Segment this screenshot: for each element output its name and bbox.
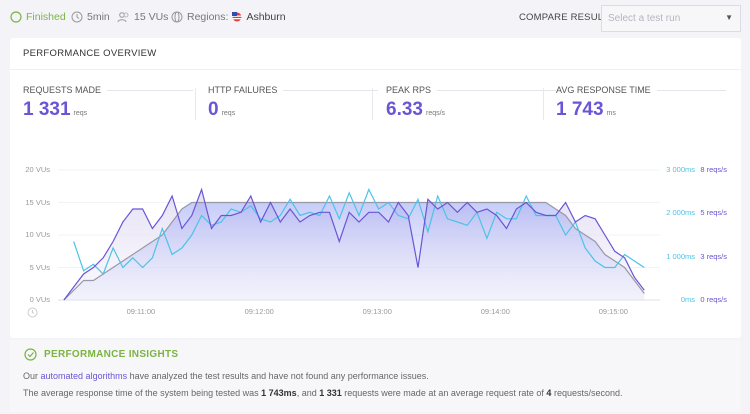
y-right-rps-tick-label: 3 reqs/s <box>700 251 727 261</box>
text: Our <box>23 371 39 381</box>
vus-area <box>63 202 645 300</box>
insights-line-1: Our automated algorithms have analyzed t… <box>23 371 429 381</box>
test-status-bar: Finished 5min 15 VUs Regions: Ashburn CO… <box>0 0 750 36</box>
x-tick-label: 09:11:00 <box>126 307 156 316</box>
stat-unit: ms <box>606 110 616 117</box>
stat-avg-response-time: AVG RESPONSE TIME 1 743 ms <box>556 85 726 121</box>
users-icon <box>117 12 129 23</box>
chevron-down-icon: ▼ <box>725 13 733 22</box>
globe-icon <box>171 11 183 23</box>
performance-chart: 0 VUs 5 VUs 10 VUs 15 VUs 20 VUs 0ms 1 000ms 2 … <box>0 160 750 325</box>
duration-value: 5min <box>87 11 110 23</box>
regions-label: Regions: <box>187 11 229 23</box>
performance-insights: PERFORMANCE INSIGHTS Our automated algor… <box>10 340 741 412</box>
stat-unit: reqs <box>221 110 236 117</box>
stat-label: PEAK RPS <box>386 85 432 95</box>
y-right-rt-tick-label: 0ms <box>680 295 695 304</box>
duration: 5min <box>71 11 110 23</box>
y-tick-label: 0 VUs <box>29 295 50 304</box>
stat-peak-rps: PEAK RPS 6.33 reqs/s <box>386 85 556 121</box>
vus-value: 15 VUs <box>134 11 169 23</box>
compare-result-label: COMPARE RESULT <box>519 12 609 23</box>
y-tick-label: 5 VUs <box>29 262 50 272</box>
regions: Regions: Ashburn <box>171 11 286 23</box>
stat-label: REQUESTS MADE <box>23 85 102 95</box>
clock-icon <box>27 307 38 318</box>
text: have analyzed the test results and have … <box>129 371 429 381</box>
stat-requests-made: REQUESTS MADE 1 331 reqs <box>23 85 193 121</box>
rps-line <box>63 187 645 301</box>
stat-label: HTTP FAILURES <box>208 85 278 95</box>
stat-value: 1 743 <box>556 99 604 120</box>
region-value: Ashburn <box>246 11 286 23</box>
text: requests were made at an average request… <box>344 388 544 398</box>
text: requests/second. <box>553 388 623 398</box>
insights-line-2: The average response time of the system … <box>23 388 623 398</box>
y-right-rt-tick-label: 1 000ms <box>666 251 695 261</box>
divider <box>10 69 741 70</box>
card-title: PERFORMANCE OVERVIEW <box>23 48 157 59</box>
select-placeholder: Select a test run <box>608 13 681 24</box>
requests-count: 1 331 <box>319 388 342 398</box>
x-tick-label: 09:15:00 <box>598 307 628 316</box>
y-tick-label: 15 VUs <box>25 197 50 207</box>
text: , and <box>296 388 317 398</box>
text: The average response time of the system … <box>23 388 259 398</box>
x-tick-label: 09:14:00 <box>480 307 510 316</box>
stat-unit: reqs/s <box>425 110 446 117</box>
x-tick-label: 09:13:00 <box>362 307 392 316</box>
stat-unit: reqs <box>73 110 88 117</box>
y-right-rps-tick-label: 8 reqs/s <box>700 165 727 174</box>
us-flag-icon <box>232 12 243 22</box>
y-right-rt-tick-label: 3 000ms <box>666 165 695 174</box>
stat-label: AVG RESPONSE TIME <box>556 85 651 95</box>
circle-icon <box>10 11 22 23</box>
y-right-rps-tick-label: 5 reqs/s <box>700 208 727 218</box>
y-right-rps-tick-label: 0 reqs/s <box>700 295 727 304</box>
status-finished: Finished <box>10 11 66 23</box>
y-right-rt-tick-label: 2 000ms <box>666 208 695 218</box>
status-label: Finished <box>26 11 66 23</box>
compare-test-run-select[interactable]: Select a test run ▼ <box>601 5 741 32</box>
chart-plot <box>58 169 660 301</box>
stat-value: 1 331 <box>23 99 71 120</box>
request-rate: 4 <box>546 388 552 398</box>
clock-icon <box>71 11 83 23</box>
y-tick-label: 10 VUs <box>25 230 50 239</box>
stat-value: 6.33 <box>386 99 423 120</box>
y-tick-label: 20 VUs <box>25 165 50 174</box>
check-circle-icon <box>24 348 37 361</box>
stat-http-failures: HTTP FAILURES 0 reqs <box>208 85 378 121</box>
automated-algorithms-link[interactable]: automated algorithms <box>40 371 128 381</box>
vus: 15 VUs <box>117 11 168 23</box>
stat-value: 0 <box>208 99 219 120</box>
x-tick-label: 09:12:00 <box>244 307 274 316</box>
insights-title: PERFORMANCE INSIGHTS <box>44 349 179 360</box>
avg-response-time: 1 743ms <box>261 388 297 398</box>
